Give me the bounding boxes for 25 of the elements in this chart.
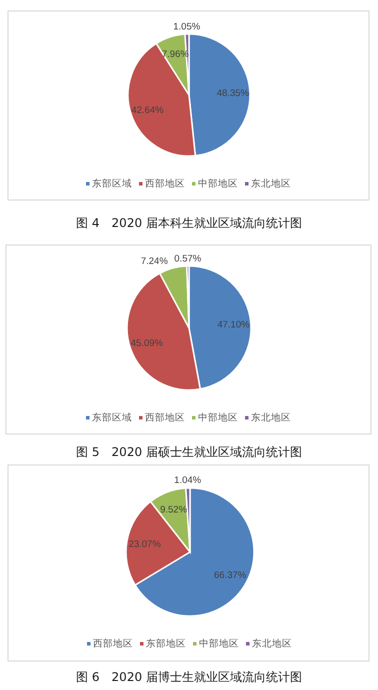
legend-label: 西部地区 [145, 178, 185, 190]
legend-label: 西部地区 [145, 412, 185, 424]
data-label: 1.05% [173, 22, 201, 33]
legend-label: 东部地区 [146, 638, 186, 650]
legend-label: 东部区域 [92, 178, 132, 190]
data-label: 45.09% [130, 338, 164, 350]
legend-label: 中部地区 [198, 178, 238, 190]
data-label: 66.37% [214, 570, 247, 582]
legend-label: 东部区域 [92, 412, 132, 424]
legend-label: 东北地区 [251, 178, 291, 190]
text: 图 6 2020 届博士生就业区域流向统计图 [76, 670, 302, 684]
legend-label: 西部地区 [93, 638, 133, 650]
data-label: 48.35% [216, 88, 250, 100]
data-label: 1.04% [174, 475, 202, 486]
data-label: 23.07% [128, 539, 162, 550]
text: 图 5 2020 届硕士生就业区域流向统计图 [76, 445, 302, 459]
legend-label: 东北地区 [252, 638, 292, 650]
legend-label: 中部地区 [198, 412, 238, 424]
data-label: 7.24% [140, 256, 168, 267]
text: 图 4 2020 届本科生就业区域流向统计图 [76, 216, 302, 230]
data-label: 42.64% [131, 104, 164, 116]
data-label: 47.10% [217, 319, 250, 330]
data-label: 0.57% [174, 253, 202, 264]
legend-label: 中部地区 [199, 638, 239, 650]
legend-label: 东北地区 [251, 412, 291, 424]
